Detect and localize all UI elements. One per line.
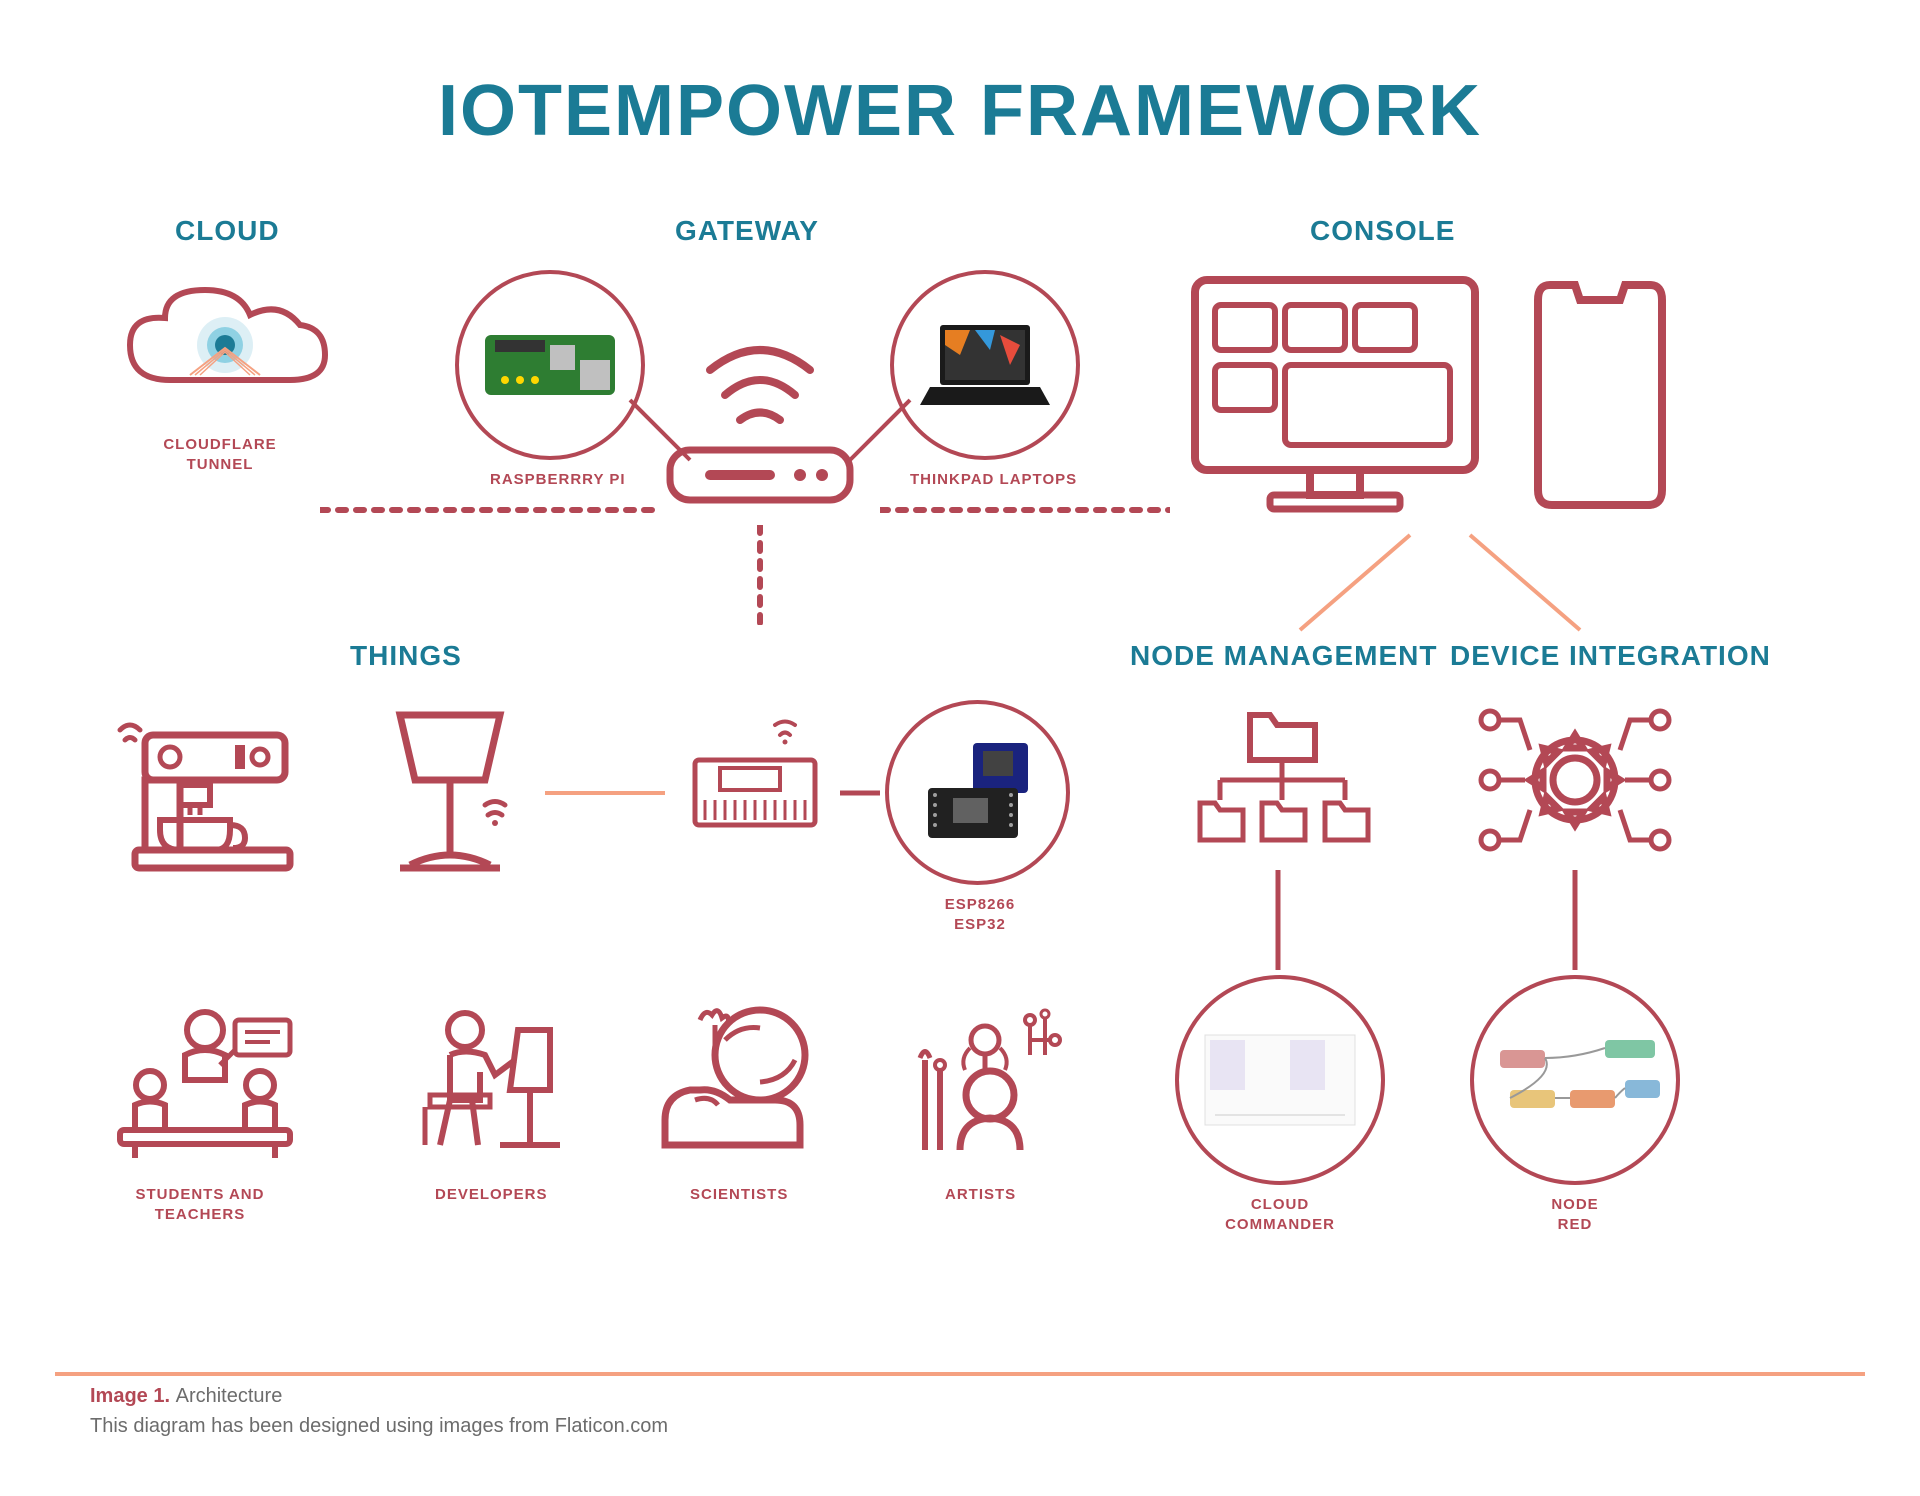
section-node-mgmt: NODE MANAGEMENT xyxy=(1130,640,1437,672)
diagram-title: IOTEMPOWER FRAMEWORK xyxy=(60,70,1860,152)
cloud-commander-label: CLOUD COMMANDER xyxy=(1225,1195,1335,1234)
thinkpad-label: THINKPAD LAPTOPS xyxy=(910,470,1077,490)
developers-label: DEVELOPERS xyxy=(435,1185,548,1205)
footer-title-bold: Image 1. xyxy=(90,1385,176,1407)
footer-caption: Image 1. Architecture This diagram has b… xyxy=(90,1381,668,1441)
dotted-gateway-down xyxy=(755,525,765,625)
scientist-icon xyxy=(640,1000,830,1160)
footer-divider xyxy=(55,1372,1865,1376)
cloud-commander-screenshot-icon xyxy=(1195,1010,1365,1150)
artist-icon xyxy=(885,1000,1075,1160)
artists-label: ARTISTS xyxy=(945,1185,1016,1205)
esp-boards-icon xyxy=(913,733,1043,853)
node-red-flow-icon xyxy=(1485,1020,1665,1140)
section-gateway: GATEWAY xyxy=(675,215,819,247)
line-nodemgmt-down xyxy=(1275,870,1281,970)
section-console: CONSOLE xyxy=(1310,215,1455,247)
cloud-commander-circle xyxy=(1175,975,1385,1185)
section-device-int: DEVICE INTEGRATION xyxy=(1450,640,1771,672)
connector-rpi-router xyxy=(620,390,710,470)
section-things: THINGS xyxy=(350,640,462,672)
students-teachers-icon xyxy=(105,1000,305,1160)
orange-line-lamp-board xyxy=(545,790,665,796)
esp-circle xyxy=(885,700,1070,885)
lamp-icon xyxy=(365,690,535,880)
dotted-gateway-console xyxy=(880,505,1170,515)
esp-label: ESP8266 ESP32 xyxy=(935,895,1025,934)
section-cloud: CLOUD xyxy=(175,215,280,247)
raspberry-pi-circle xyxy=(455,270,645,460)
laptop-icon xyxy=(915,315,1055,415)
coffee-machine-icon xyxy=(105,690,295,880)
developer-icon xyxy=(400,1000,580,1160)
orange-fork-console xyxy=(1260,530,1610,640)
line-board-esp xyxy=(840,790,880,796)
raspberry-label: RASPBERRRY PI xyxy=(490,470,626,490)
microcontroller-icon xyxy=(680,710,830,840)
cloudflare-label: CLOUDFLARE TUNNEL xyxy=(155,435,285,474)
dotted-cloud-gateway xyxy=(320,505,660,515)
raspberry-pi-board-icon xyxy=(480,320,620,410)
connector-laptop-router xyxy=(840,390,930,470)
cloud-icon xyxy=(110,270,340,420)
footer-title-rest: Architecture xyxy=(176,1385,283,1407)
node-red-label: NODE RED xyxy=(1540,1195,1610,1234)
monitor-icon xyxy=(1180,265,1490,525)
line-deviceint-down xyxy=(1572,870,1578,970)
students-label: STUDENTS AND TEACHERS xyxy=(120,1185,280,1224)
gear-integration-icon xyxy=(1470,695,1680,865)
folder-tree-icon xyxy=(1185,695,1375,865)
footer-attribution: This diagram has been designed using ima… xyxy=(90,1415,668,1437)
scientists-label: SCIENTISTS xyxy=(690,1185,788,1205)
phone-icon xyxy=(1530,275,1670,515)
node-red-circle xyxy=(1470,975,1680,1185)
